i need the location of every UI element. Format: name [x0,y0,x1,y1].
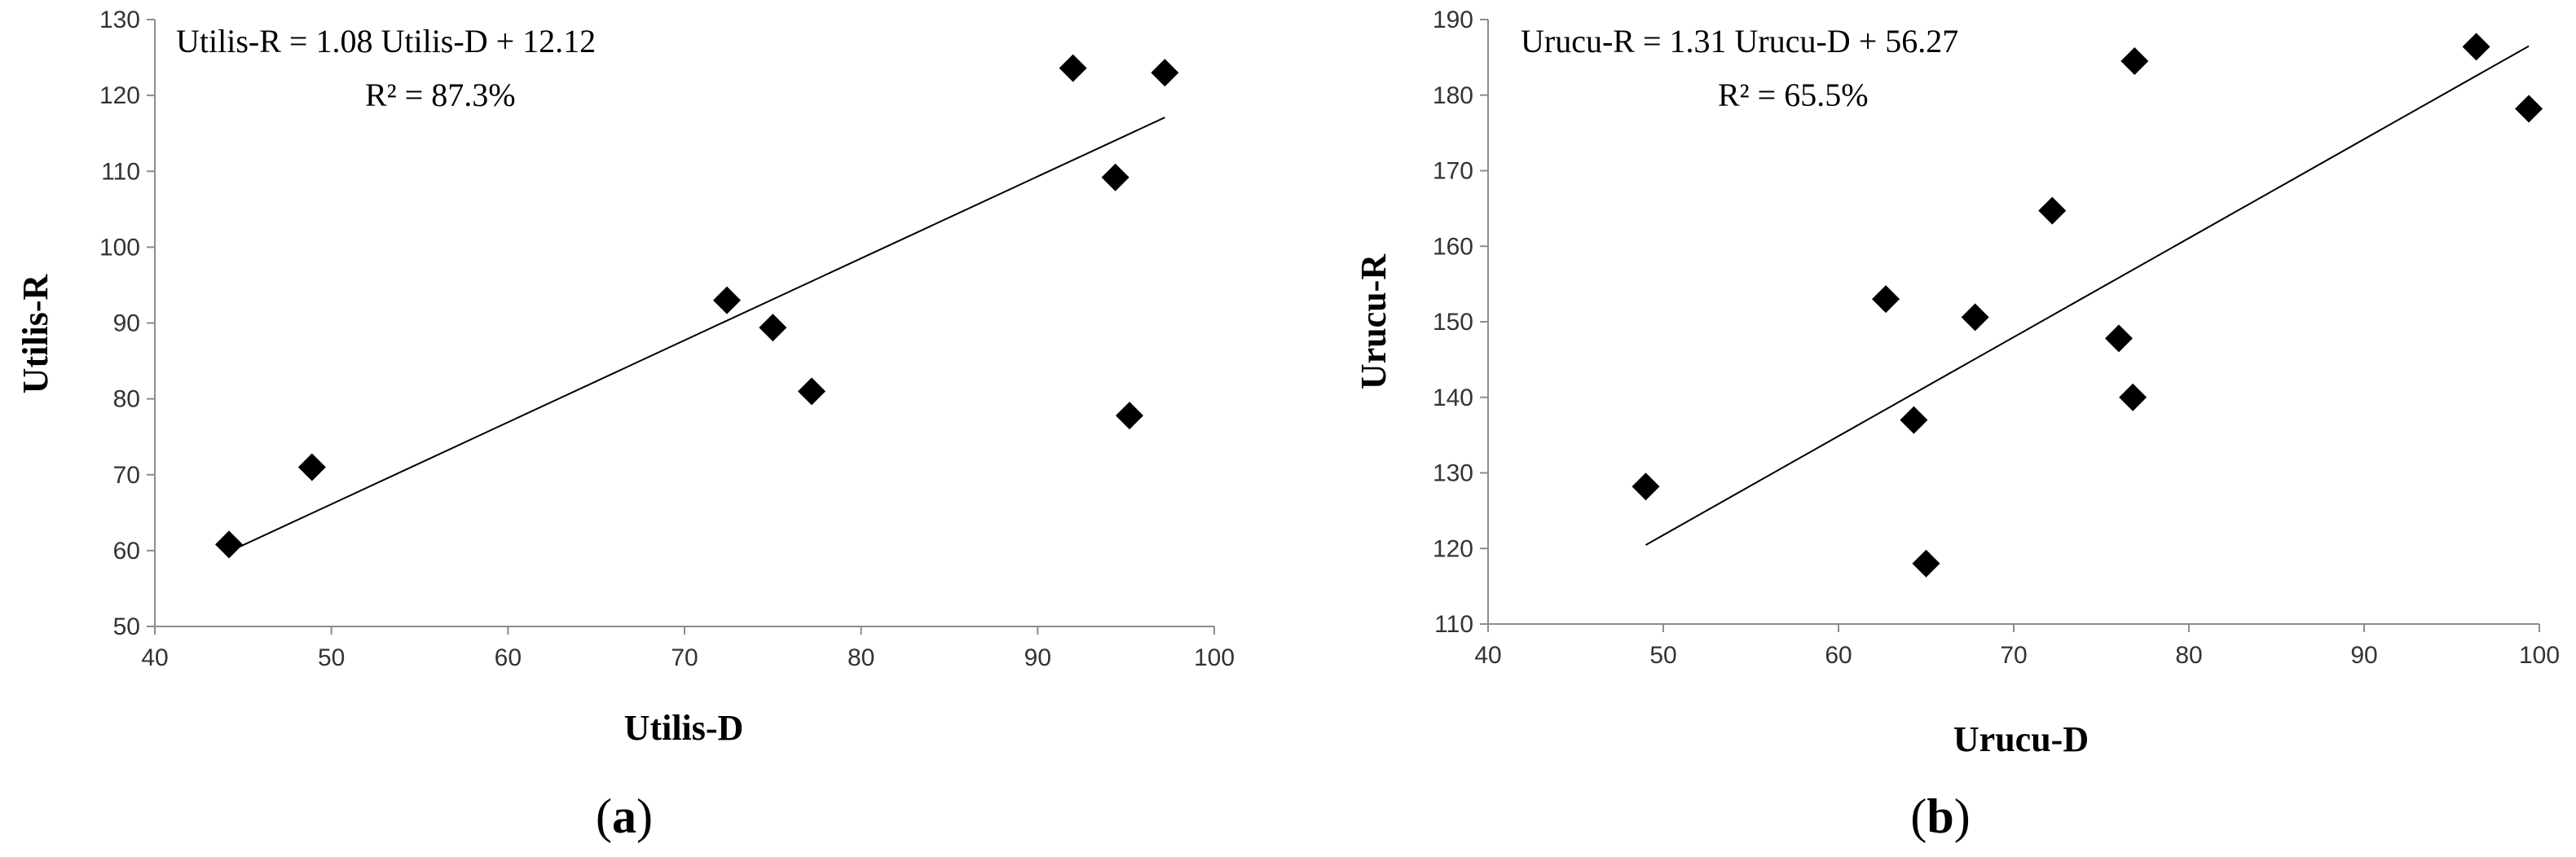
regression-equation: Utilis-R = 1.08 Utilis-D + 12.12 [176,23,596,59]
y-tick-label: 80 [113,386,140,413]
data-point [2105,324,2133,353]
data-point [1900,406,1928,434]
y-tick-label: 160 [1433,233,1473,260]
panel-caption-letter: a [612,789,636,843]
data-point [2038,196,2067,225]
y-tick-label: 100 [99,234,140,261]
data-point [1961,303,1989,332]
data-point [297,453,326,481]
y-tick-label: 130 [99,7,140,33]
y-tick-label: 140 [1433,385,1473,411]
data-point [2462,33,2490,61]
x-tick-label: 90 [1024,644,1051,671]
x-tick-label: 70 [671,644,698,671]
x-axis-title: Utilis-D [624,708,744,748]
y-axis-title: Urucu-R [1354,253,1394,389]
data-point [2120,47,2149,76]
regression-equation: Urucu-R = 1.31 Urucu-D + 56.27 [1521,23,1958,59]
data-point [1151,59,1179,87]
data-point [2119,383,2147,411]
x-tick-label: 60 [495,644,522,671]
x-tick-label: 80 [848,644,874,671]
y-tick-label: 190 [1433,7,1473,33]
x-axis-title: Urucu-D [1953,719,2089,759]
y-tick-label: 90 [113,310,140,337]
data-point [1101,163,1129,191]
x-tick-label: 100 [2519,642,2560,669]
y-tick-label: 180 [1433,82,1473,109]
y-tick-label: 170 [1433,158,1473,185]
y-tick-label: 130 [1433,460,1473,487]
panel-caption: (b) [1910,789,1970,843]
data-point [1912,549,1940,578]
y-tick-label: 120 [99,82,140,109]
data-point [1872,285,1900,314]
panel-caption: (a) [596,789,653,843]
scatter-panel-a: Utilis-R = 1.08 Utilis-D + 12.12 R² = 87… [15,7,1235,843]
data-point [798,377,826,406]
data-point [759,314,787,342]
y-tick-label: 110 [101,158,140,185]
y-axis-title: Utilis-R [15,273,55,393]
r-squared-label: R² = 65.5% [1718,77,1869,113]
x-tick-label: 40 [141,644,168,671]
y-tick-label: 50 [113,613,140,640]
y-tick-label: 150 [1433,309,1473,336]
x-tick-label: 50 [1649,642,1676,669]
y-tick-label: 120 [1433,535,1473,562]
data-point [1116,402,1143,430]
x-tick-label: 80 [2175,642,2202,669]
x-tick-label: 40 [1474,642,1501,669]
y-tick-label: 60 [113,538,140,565]
y-tick-label: 70 [113,462,140,489]
trendline [228,116,1165,553]
x-tick-label: 70 [2000,642,2027,669]
y-tick-label: 110 [1434,611,1473,638]
data-point [215,530,243,559]
x-tick-label: 60 [1825,642,1852,669]
x-tick-label: 100 [1194,644,1235,671]
panel-caption-letter: b [1926,789,1953,843]
data-point [2515,94,2543,123]
x-tick-label: 50 [318,644,345,671]
x-tick-label: 90 [2350,642,2377,669]
data-point [1059,54,1087,82]
data-point [1631,472,1660,501]
r-squared-label: R² = 87.3% [365,77,516,113]
data-point [713,286,741,314]
trendline [1645,45,2530,546]
scatter-panel-b: Urucu-R = 1.31 Urucu-D + 56.27 R² = 65.5… [1354,7,2560,843]
